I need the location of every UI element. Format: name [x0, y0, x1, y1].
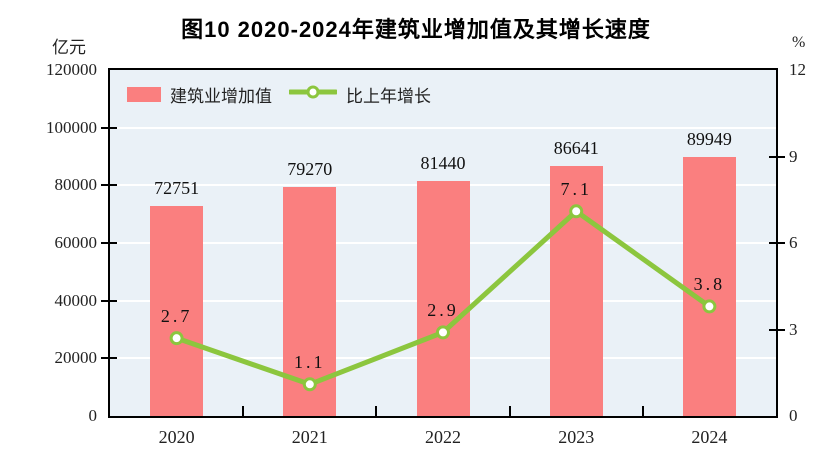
line-value-label: 2.7 — [160, 306, 193, 327]
line-series-marker-icon — [287, 83, 339, 106]
line-value-label: 2.9 — [427, 300, 459, 321]
right-axis-unit-label: % — [792, 34, 806, 51]
line-value-label: 7.1 — [560, 179, 592, 200]
left-axis-tick-label: 40000 — [54, 290, 98, 310]
left-axis-tick-label: 60000 — [54, 233, 98, 252]
bar-value-label: 79270 — [287, 159, 333, 180]
right-axis-tick-label: 0 — [789, 406, 798, 425]
growth-line-series — [169, 204, 717, 392]
left-axis-tick — [101, 242, 117, 244]
right-axis-tick-label: 9 — [789, 146, 798, 166]
chart-legend: 建筑业增加值 比上年增长 — [127, 82, 431, 107]
left-axis-tick — [101, 299, 117, 302]
bar-value-label: 81440 — [420, 153, 466, 174]
line-point-marker — [169, 331, 184, 346]
left-axis-tick-label: 100000 — [46, 117, 97, 137]
right-axis-tick — [769, 155, 785, 158]
x-axis-tick — [242, 406, 245, 416]
left-axis-tick-label: 80000 — [54, 175, 98, 195]
x-axis-year-label: 2024 — [691, 427, 728, 447]
right-axis-tick — [769, 328, 785, 331]
line-point-marker — [702, 299, 717, 314]
line-value-label: 1.1 — [294, 352, 326, 373]
gridline — [110, 126, 776, 129]
right-axis-tick-label: 3 — [789, 319, 798, 339]
bar-value-label: 86641 — [553, 138, 599, 159]
bar-2022 — [416, 181, 470, 416]
line-series-legend-label: 比上年增长 — [346, 87, 431, 106]
plot-area: 建筑业增加值 比上年增长 72751 79270 81440 86641 89949 2.… — [108, 68, 778, 418]
left-axis-tick-label: 120000 — [46, 60, 97, 79]
line-point-marker — [436, 325, 450, 340]
left-axis-tick-label: 20000 — [54, 348, 98, 368]
x-axis-year-label: 2023 — [558, 427, 595, 447]
bar-series-swatch-icon — [127, 87, 161, 102]
right-axis-tick — [769, 242, 785, 244]
bar-series-legend-label: 建筑业增加值 — [170, 87, 272, 106]
x-axis-year-label: 2020 — [158, 427, 195, 447]
x-axis-tick — [508, 406, 511, 416]
left-axis-tick — [101, 126, 117, 129]
x-axis-year-label: 2022 — [425, 427, 461, 447]
x-axis-year-label: 2021 — [291, 427, 328, 447]
x-axis-tick — [641, 406, 644, 416]
x-axis-tick — [375, 406, 378, 416]
bar-value-label: 89949 — [686, 128, 732, 149]
bar-2024 — [682, 156, 736, 416]
bar-value-label: 72751 — [154, 178, 200, 199]
right-axis-tick-label: 12 — [789, 60, 806, 79]
chart-title: 图10 2020-2024年建筑业增加值及其增长速度 — [181, 17, 651, 42]
line-point-marker — [569, 204, 584, 219]
left-axis-unit-label: 亿元 — [52, 38, 86, 57]
line-point-marker — [302, 377, 317, 392]
left-axis-tick — [101, 357, 117, 360]
right-axis-tick-label: 6 — [789, 233, 798, 252]
line-value-label: 3.8 — [693, 274, 726, 295]
left-axis-tick-label: 0 — [88, 406, 98, 425]
bar-2020 — [150, 206, 204, 416]
left-axis-tick — [101, 184, 117, 187]
